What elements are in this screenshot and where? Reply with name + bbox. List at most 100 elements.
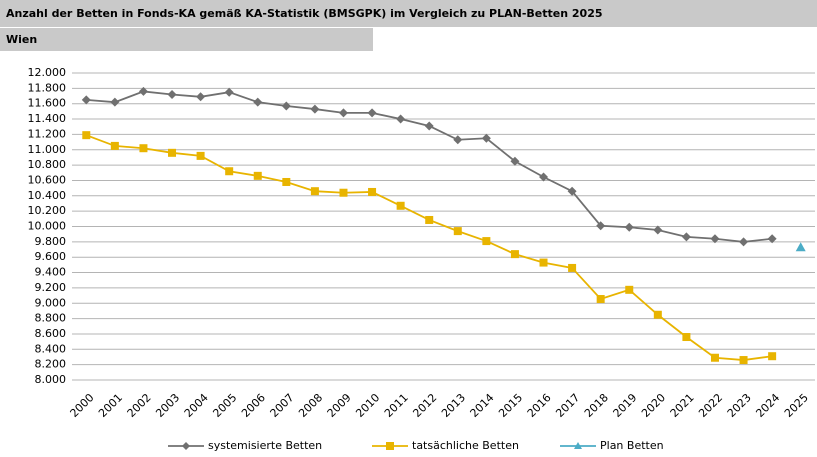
data-point [482,237,491,246]
data-point [539,172,549,182]
y-tick-label: 11.200 [28,127,67,140]
x-tick-label: 2008 [296,391,325,420]
y-tick-label: 11.600 [28,97,67,110]
data-point [310,187,319,196]
data-point [310,104,320,114]
data-point [739,237,749,247]
x-tick-label: 2003 [153,391,182,420]
x-tick-label: 2025 [782,391,811,420]
data-point [282,177,291,186]
x-tick-label: 2024 [753,391,782,420]
legend-label: tatsächliche Betten [412,439,519,452]
x-tick-label: 2007 [268,391,297,420]
data-point [168,148,177,157]
data-point [795,242,806,252]
x-tick-label: 2000 [68,391,97,420]
x-tick-label: 2017 [553,391,582,420]
x-tick-label: 2011 [382,391,411,420]
x-tick-label: 2002 [125,391,154,420]
legend-label: Plan Betten [600,439,664,452]
y-tick-label: 9.000 [35,296,67,309]
y-tick-label: 10.000 [28,220,67,233]
data-point [281,101,291,111]
data-point [568,263,577,272]
y-tick-label: 10.800 [28,158,67,171]
x-tick-label: 2020 [639,391,668,420]
data-point [368,187,377,196]
x-tick-label: 2005 [210,391,239,420]
x-tick-label: 2012 [410,391,439,420]
x-tick-label: 2018 [582,391,611,420]
chart-title: Anzahl der Betten in Fonds-KA gemäß KA-S… [6,7,603,20]
data-point [510,250,519,259]
chart-subtitle: Wien [6,33,37,46]
x-tick-label: 2004 [182,391,211,420]
series-line [85,134,773,361]
x-tick-label: 2019 [611,391,640,420]
y-tick-label: 9.200 [35,281,67,294]
y-tick-label: 8.200 [35,358,67,371]
x-tick-label: 2010 [353,391,382,420]
y-tick-label: 9.600 [35,250,67,263]
data-point [167,89,177,99]
data-point [710,353,719,362]
data-point [225,167,234,176]
y-tick-label: 9.400 [35,266,67,279]
y-tick-label: 11.800 [28,81,67,94]
x-tick-label: 2021 [668,391,697,420]
y-tick-label: 11.000 [28,143,67,156]
data-point [396,114,406,124]
x-tick-label: 2015 [496,391,525,420]
data-point [481,133,491,143]
data-point [681,232,691,242]
data-point [653,225,663,235]
y-tick-label: 8.800 [35,312,67,325]
data-point [510,156,520,166]
data-point [253,171,262,180]
data-point [396,201,405,210]
data-point [138,86,148,96]
data-point [596,221,606,231]
data-point [453,135,463,145]
x-tick-label: 2023 [725,391,754,420]
x-tick-label: 2022 [696,391,725,420]
data-point [139,144,148,153]
data-point [653,310,662,319]
subtitle-bar [0,28,373,51]
x-tick-label: 2016 [525,391,554,420]
data-point [110,141,119,150]
y-tick-label: 10.600 [28,173,67,186]
data-point [367,108,377,118]
legend-label: systemisierte Betten [208,439,322,452]
data-point [567,186,577,196]
data-point [196,151,205,160]
data-point [625,285,634,294]
y-tick-label: 9.800 [35,235,67,248]
x-tick-label: 2014 [468,391,497,420]
data-point [425,215,434,224]
data-point [682,333,691,342]
data-point [224,87,234,97]
data-point [739,356,748,365]
data-point [82,131,91,140]
data-point [710,234,720,244]
data-point [196,92,206,102]
title-bar [0,0,817,27]
x-tick-label: 2013 [439,391,468,420]
data-point [596,295,605,304]
data-point [453,227,462,236]
legend-marker [182,442,190,450]
data-point [339,188,348,197]
data-point [110,97,120,107]
y-tick-label: 10.400 [28,189,67,202]
x-tick-label: 2006 [239,391,268,420]
y-tick-label: 10.200 [28,204,67,217]
x-tick-label: 2001 [96,391,125,420]
data-point [338,108,348,118]
data-point [768,352,777,361]
data-point [624,222,634,232]
y-tick-label: 8.000 [35,373,67,386]
x-tick-label: 2009 [325,391,354,420]
y-tick-label: 8.400 [35,342,67,355]
data-point [81,95,91,105]
